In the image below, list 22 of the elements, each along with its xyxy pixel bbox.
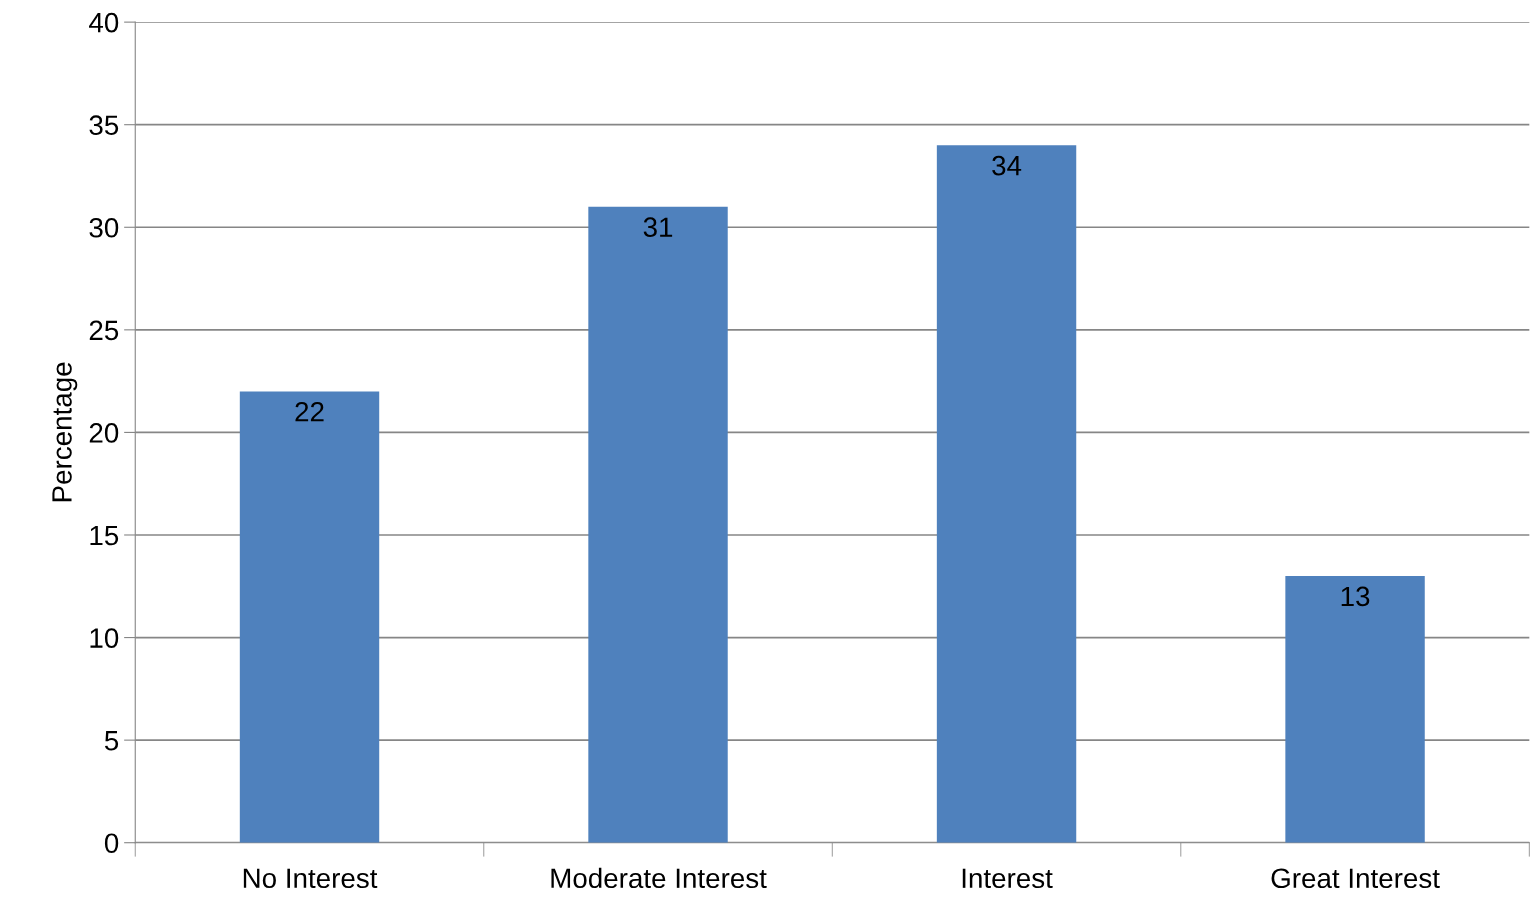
y-tick-label: 10: [90, 628, 119, 648]
data-label: 31: [643, 217, 673, 238]
y-tick-label: 35: [89, 115, 119, 136]
bar: [1285, 576, 1425, 843]
y-tick-label: 40: [89, 12, 119, 33]
y-tick-label: 15: [90, 525, 119, 546]
data-label: 13: [1341, 586, 1370, 607]
x-tick-label: No Interest: [243, 868, 378, 889]
y-tick-label: 0: [104, 833, 119, 854]
bar: [239, 391, 380, 843]
x-tick-label: Great Interest: [1271, 868, 1440, 889]
x-tick-label: Moderate Interest: [551, 867, 767, 889]
data-label: 22: [295, 401, 324, 422]
bar: [588, 206, 728, 843]
y-tick-label: 5: [104, 731, 119, 751]
bar: [936, 145, 1077, 843]
data-label: 34: [992, 155, 1022, 176]
x-tick-label: Interest: [962, 868, 1053, 889]
y-tick-label: 30: [89, 217, 119, 238]
y-tick-label: 25: [89, 320, 119, 341]
y-axis-title: Percentage: [52, 362, 78, 502]
y-tick-label: 20: [89, 423, 119, 443]
